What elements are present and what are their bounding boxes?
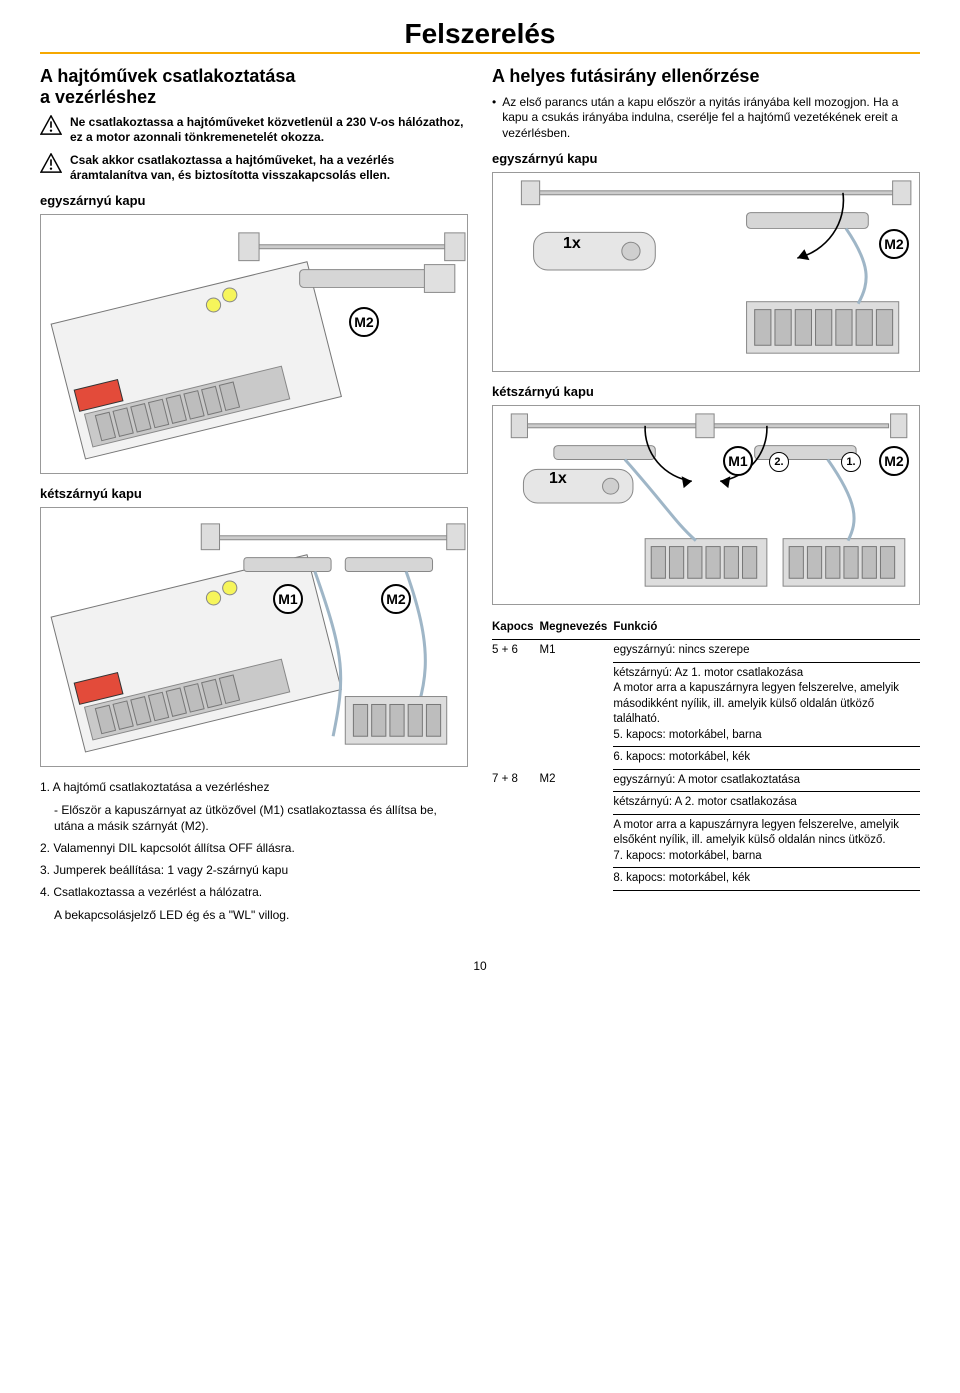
diagram-controller-single: M2 xyxy=(40,214,468,474)
th-funkcio: Funkció xyxy=(613,617,920,639)
right-double-sub: kétszárnyú kapu xyxy=(492,384,920,399)
right-bullet-text: Az első parancs után a kapu először a ny… xyxy=(502,95,920,142)
warning-2-text: Csak akkor csatlakoztassa a hajtóműveket… xyxy=(70,153,468,183)
cell-func: 8. kapocs: motorkábel, kék xyxy=(613,868,920,891)
left-single-sub: egyszárnyú kapu xyxy=(40,193,468,208)
left-double-sub: kétszárnyú kapu xyxy=(40,486,468,501)
cell-func: 6. kapocs: motorkábel, kék xyxy=(613,747,920,770)
warning-icon xyxy=(40,115,62,135)
right-bullet: • Az első parancs után a kapu először a … xyxy=(492,95,920,142)
step-4-sub: A bekapcsolásjelző LED ég és a "WL" vill… xyxy=(54,907,468,923)
left-heading: A hajtóművek csatlakoztatása a vezérlésh… xyxy=(40,66,468,107)
warning-1-text: Ne csatlakoztassa a hajtóműveket közvetl… xyxy=(70,115,468,145)
table-row: 7 + 8 M2 egyszárnyú: A motor csatlakozta… xyxy=(492,769,920,792)
cell-kapocs: 7 + 8 xyxy=(492,769,540,890)
cell-func: kétszárnyú: Az 1. motor csatlakozása A m… xyxy=(613,662,920,747)
page-title: Felszerelés xyxy=(40,0,920,52)
cell-func: kétszárnyú: A 2. motor csatlakozása xyxy=(613,792,920,815)
table-row: 5 + 6 M1 egyszárnyú: nincs szerepe xyxy=(492,639,920,662)
cell-kapocs: 5 + 6 xyxy=(492,639,540,769)
step-3: 3. Jumperek beállítása: 1 vagy 2-szárnyú… xyxy=(40,862,468,878)
table-header-row: Kapocs Megnevezés Funkció xyxy=(492,617,920,639)
warning-2: Csak akkor csatlakoztassa a hajtóműveket… xyxy=(40,153,468,183)
cell-meg: M2 xyxy=(540,769,614,890)
cell-meg: M1 xyxy=(540,639,614,769)
right-single-sub: egyszárnyú kapu xyxy=(492,151,920,166)
diagram-direction-double: 1x M1 2. 1. M2 xyxy=(492,405,920,605)
diagram-direction-single: 1x M2 xyxy=(492,172,920,372)
page-number: 10 xyxy=(40,959,920,973)
th-kapocs: Kapocs xyxy=(492,617,540,639)
cell-func: A motor arra a kapuszárnyra legyen felsz… xyxy=(613,814,920,868)
bullet-dot: • xyxy=(492,95,496,142)
right-column: A helyes futásirány ellenőrzése • Az els… xyxy=(492,66,920,929)
terminal-table: Kapocs Megnevezés Funkció 5 + 6 M1 egysz… xyxy=(492,617,920,890)
warning-icon xyxy=(40,153,62,173)
left-column: A hajtóművek csatlakoztatása a vezérlésh… xyxy=(40,66,468,929)
steps-list: 1. A hajtómű csatlakoztatása a vezérlésh… xyxy=(40,779,468,922)
title-rule xyxy=(40,52,920,54)
two-column-layout: A hajtóművek csatlakoztatása a vezérlésh… xyxy=(40,66,920,929)
x1-label: 1x xyxy=(563,235,581,253)
cell-func: egyszárnyú: A motor csatlakoztatása xyxy=(613,769,920,792)
x1-label: 1x xyxy=(549,470,567,488)
diagram-controller-double: M1 M2 xyxy=(40,507,468,767)
warning-1: Ne csatlakoztassa a hajtóműveket közvetl… xyxy=(40,115,468,145)
cell-func: egyszárnyú: nincs szerepe xyxy=(613,639,920,662)
th-megnevezes: Megnevezés xyxy=(540,617,614,639)
step-1-sub: - Először a kapuszárnyat az ütközővel (M… xyxy=(54,802,468,834)
step-4: 4. Csatlakoztassa a vezérlést a hálózatr… xyxy=(40,884,468,900)
step-1: 1. A hajtómű csatlakoztatása a vezérlésh… xyxy=(40,779,468,795)
right-heading: A helyes futásirány ellenőrzése xyxy=(492,66,920,87)
step-2: 2. Valamennyi DIL kapcsolót állítsa OFF … xyxy=(40,840,468,856)
